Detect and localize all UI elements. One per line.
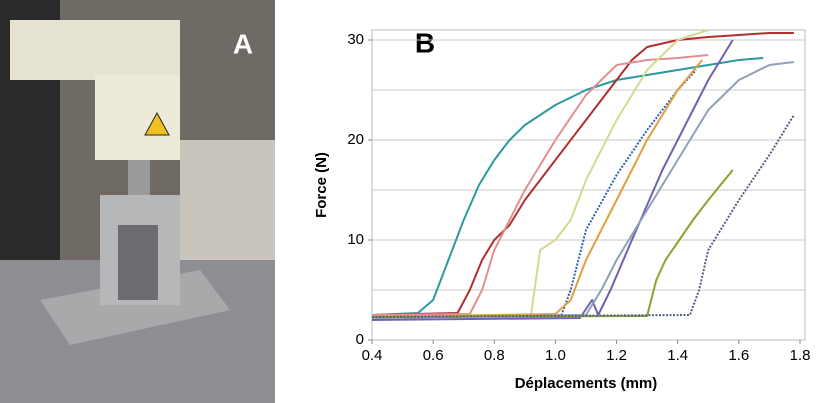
fixture-slot	[118, 225, 158, 300]
x-tick-label: 1.4	[667, 347, 688, 364]
data-line	[371, 39, 734, 321]
panel-label: A	[233, 28, 253, 59]
x-tick-label: 0.8	[484, 347, 505, 364]
y-axis-label: Force (N)	[313, 152, 330, 218]
probe	[128, 160, 150, 195]
base-plate	[40, 270, 230, 345]
x-tick-label: 1.8	[790, 347, 811, 364]
chart: B Force (N) Déplacements (mm) 0 10 20 30 0.4…	[313, 27, 810, 392]
y-tick-label: 30	[347, 31, 364, 48]
x-tick-label: 1.6	[728, 347, 749, 364]
data-line	[371, 61, 795, 319]
data-line	[371, 69, 697, 319]
y-tick-label: 20	[347, 131, 364, 148]
data-line	[371, 29, 709, 318]
x-tick-label: 1.2	[606, 347, 627, 364]
x-tick-label: 1.0	[545, 347, 566, 364]
x-tick-label: 0.4	[362, 347, 383, 364]
data-line	[371, 32, 794, 316]
data-line	[371, 114, 795, 318]
plot-frame	[371, 29, 806, 341]
data-line	[371, 169, 734, 318]
head	[95, 75, 180, 160]
data-line	[371, 59, 703, 318]
data-line	[371, 57, 764, 316]
y-tick-label: 0	[356, 331, 364, 348]
x-tick-label: 0.6	[423, 347, 444, 364]
device	[180, 140, 275, 270]
photo: A	[0, 0, 275, 403]
x-axis-label: Déplacements (mm)	[515, 375, 658, 392]
panel-label: B	[415, 27, 435, 58]
warning-icon	[144, 111, 170, 136]
y-tick-label: 10	[347, 231, 364, 248]
arm	[10, 20, 180, 80]
